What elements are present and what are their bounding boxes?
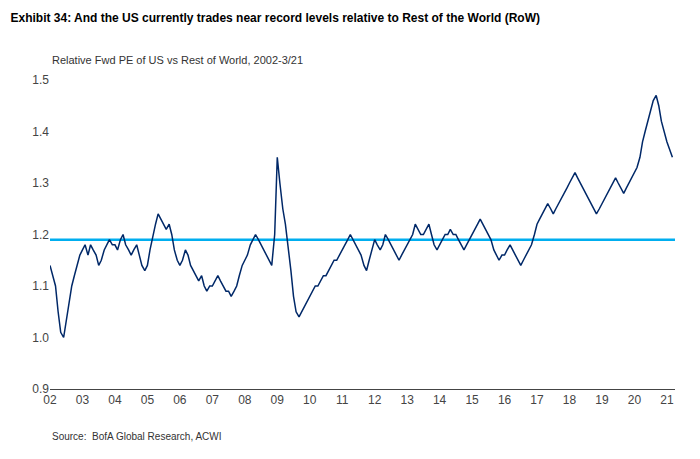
svg-text:1.0: 1.0: [32, 331, 49, 345]
svg-text:12: 12: [368, 393, 382, 407]
svg-text:16: 16: [498, 393, 512, 407]
svg-text:10: 10: [303, 393, 317, 407]
svg-text:17: 17: [530, 393, 544, 407]
svg-text:Source: BofA Global Research,: Source: BofA Global Research, ACWI: [52, 431, 222, 442]
svg-text:Exhibit 34: And the US current: Exhibit 34: And the US currently trades …: [11, 11, 540, 25]
svg-text:19: 19: [595, 393, 609, 407]
svg-text:02: 02: [43, 393, 57, 407]
svg-text:1.4: 1.4: [32, 125, 49, 139]
svg-text:09: 09: [271, 393, 285, 407]
svg-text:0.9: 0.9: [32, 382, 49, 396]
svg-text:15: 15: [465, 393, 479, 407]
svg-text:07: 07: [206, 393, 220, 407]
svg-text:Relative Fwd PE of US vs Rest: Relative Fwd PE of US vs Rest of World, …: [52, 54, 303, 66]
svg-text:14: 14: [433, 393, 447, 407]
svg-text:05: 05: [141, 393, 155, 407]
svg-text:20: 20: [628, 393, 642, 407]
svg-text:13: 13: [400, 393, 414, 407]
svg-text:03: 03: [76, 393, 90, 407]
svg-text:1.5: 1.5: [32, 73, 49, 87]
svg-text:11: 11: [336, 393, 349, 407]
svg-text:1.1: 1.1: [32, 279, 49, 293]
svg-text:04: 04: [108, 393, 122, 407]
svg-text:21: 21: [660, 393, 674, 407]
svg-text:06: 06: [173, 393, 187, 407]
svg-text:08: 08: [238, 393, 252, 407]
svg-text:1.2: 1.2: [32, 228, 49, 242]
svg-text:18: 18: [563, 393, 577, 407]
svg-text:1.3: 1.3: [32, 176, 49, 190]
